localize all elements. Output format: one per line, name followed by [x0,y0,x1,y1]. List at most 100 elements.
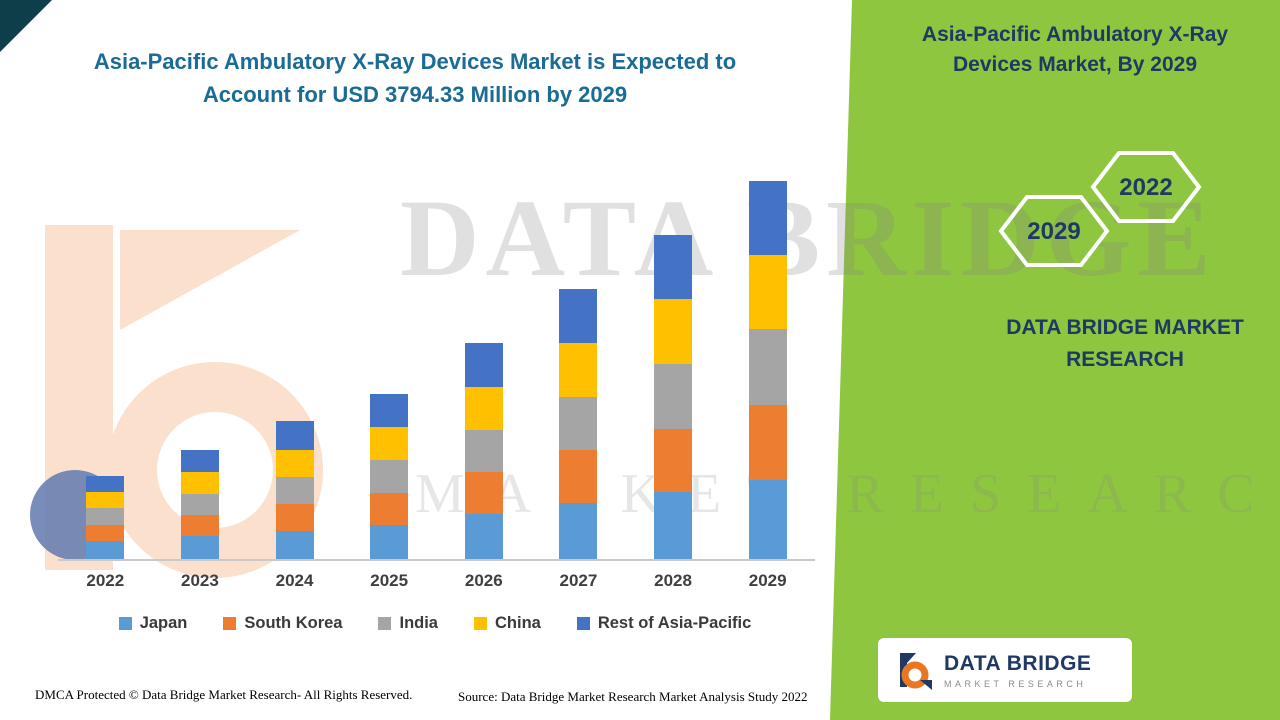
bar-segment-india [748,329,787,405]
bar-slot-2027 [531,289,626,559]
x-axis-label-2025: 2025 [370,571,409,590]
bar-segment-china [370,427,409,461]
bar-segment-south-korea [559,450,598,504]
legend-swatch-south-korea [223,617,237,630]
bar-segment-china [748,255,787,330]
bar-segment-china [559,342,598,397]
legend-label-japan: Japan [139,614,188,632]
dmca-notice: DMCA Protected © Data Bridge Market Rese… [35,687,413,702]
watermark-text-marketresearch: MARKET RESEARCH [415,463,1280,525]
legend-item-japan: Japan [118,614,188,633]
brand-line1: DATA BRIDGE MARKET [1006,316,1244,339]
bar-segment-south-korea [654,428,693,493]
bar-segment-rest-of-asia-pacific [654,234,693,299]
stacked-bar-2028 [654,234,693,559]
bar-segment-rest-of-asia-pacific [559,289,598,343]
chart-title-line1: Asia-Pacific Ambulatory X-Ray Devices Ma… [93,49,737,74]
panel-title-line2: Devices Market, By 2029 [953,53,1197,77]
stacked-bar-2027 [559,289,598,559]
bar-slot-2024 [247,421,342,559]
bar-segment-rest-of-asia-pacific [464,343,503,387]
stacked-bar-2023 [180,449,219,559]
legend-label-south-korea: South Korea [244,614,343,632]
panel-title-line1: Asia-Pacific Ambulatory X-Ray [921,23,1229,46]
brand-line2: RESEARCH [1066,347,1184,371]
legend-swatch-china [474,617,487,630]
bar-segment-south-korea [464,472,503,515]
bar-segment-japan [370,525,409,559]
hexagon-2022-label: 2022 [1119,174,1172,201]
logo-box: DATA BRIDGE MARKET RESEARCH [878,638,1132,702]
bar-segment-india [370,460,409,494]
legend-item-rest-of-asia-pacific: Rest of Asia-Pacific [576,614,752,633]
stacked-bar-2024 [275,421,314,559]
legend-item-china: China [474,614,541,633]
x-axis-label-2027: 2027 [559,571,598,590]
bar-segment-india [180,493,219,516]
stacked-bar-2025 [370,393,409,559]
bar-segment-china [275,449,314,478]
bar-segment-japan [86,540,125,559]
chart-title: Asia-Pacific Ambulatory X-Ray Devices Ma… [75,45,755,111]
panel-title: Asia-Pacific Ambulatory X-Ray Devices Ma… [890,20,1260,81]
bar-segment-south-korea [748,404,787,481]
x-axis-label-2029: 2029 [748,571,787,590]
bar-segment-rest-of-asia-pacific [748,181,787,256]
hexagon-2029-label: 2029 [1027,218,1080,245]
stacked-bar-2026 [464,343,503,559]
chart-title-line2: Account for USD 3794.33 Million by 2029 [202,82,628,107]
bar-segment-japan [748,480,787,559]
hexagon-badge-2022: 2022 [1090,150,1202,229]
logo-wordmark: DATA BRIDGE MARKET RESEARCH [944,652,1091,689]
bar-segment-japan [180,536,219,559]
bar-slot-2023 [153,449,248,559]
bar-segment-rest-of-asia-pacific [180,449,219,472]
bar-segment-south-korea [275,504,314,531]
bar-segment-india [464,429,503,473]
bar-segment-south-korea [86,524,125,541]
logo-title: DATA BRIDGE [944,651,1092,675]
stacked-bar-2029 [748,181,787,559]
stacked-bar-2022 [86,475,125,559]
legend-item-india: India [378,614,438,633]
bar-segment-japan [464,514,503,559]
bar-chart-plot [58,152,815,561]
bar-segment-south-korea [370,493,409,526]
source-note: Source: Data Bridge Market Research Mark… [458,689,808,704]
x-axis-label-2023: 2023 [181,571,219,590]
legend-swatch-india [378,617,392,630]
x-axis-labels: 2022 2023 2024 2025 2026 2027 2028 2029 [58,571,815,591]
corner-accent [0,0,52,52]
databridge-logo-icon [900,653,932,690]
legend-item-south-korea: South Korea [223,614,342,633]
bar-segment-rest-of-asia-pacific [370,393,409,428]
bar-segment-india [654,363,693,429]
bar-segment-rest-of-asia-pacific [275,421,314,450]
bar-slot-2025 [342,393,437,559]
bar-segment-japan [275,530,314,559]
bar-segment-japan [559,503,598,559]
bar-segment-japan [654,492,693,559]
x-axis-label-2028: 2028 [654,571,692,590]
brand-text: DATA BRIDGE MARKET RESEARCH [965,312,1280,375]
bar-segment-china [86,491,125,509]
legend-swatch-japan [118,617,132,630]
bar-segment-china [654,298,693,364]
bar-segment-india [559,396,598,451]
legend-label-china: China [495,614,541,632]
bar-slot-2029 [720,181,815,559]
legend-label-rest-of-asia-pacific: Rest of Asia-Pacific [597,614,752,632]
bar-segment-rest-of-asia-pacific [86,475,125,492]
x-axis-label-2026: 2026 [464,571,503,590]
bar-segment-china [464,386,503,430]
bar-slot-2022 [58,475,153,559]
legend-label-india: India [399,614,438,632]
hexagon-badge-2029: 2029 [998,194,1110,273]
bar-slot-2026 [437,343,532,559]
chart-legend: Japan South Korea India China Rest of Asia-P… [40,614,830,633]
x-axis-label-2024: 2024 [275,571,314,590]
bar-segment-india [275,477,314,505]
x-axis-label-2022: 2022 [86,571,125,590]
